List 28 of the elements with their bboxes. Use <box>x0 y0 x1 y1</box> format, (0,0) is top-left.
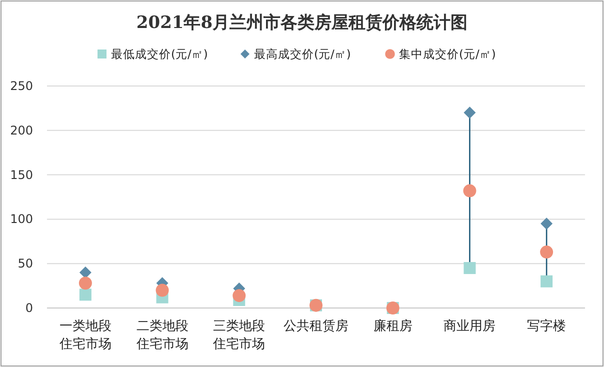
point <box>464 106 476 119</box>
y-tick-label: 50 <box>18 256 33 271</box>
x-tick-label: 廉租房 <box>373 318 412 334</box>
x-tick-label: 商业用房 <box>444 318 496 334</box>
point <box>232 289 246 302</box>
legend-label: 集中成交价(元/㎡) <box>399 47 496 61</box>
y-tick-label: 100 <box>10 212 33 226</box>
y-tick-label: 250 <box>10 79 33 93</box>
point <box>156 284 169 297</box>
x-tick-label: 写字楼 <box>527 318 566 334</box>
point <box>78 276 92 290</box>
legend-label: 最高成交价(元/㎡) <box>254 47 351 61</box>
y-tick-label: 200 <box>10 123 33 138</box>
x-tick-label: 三类地段住宅市场 <box>212 319 266 352</box>
x-tick-label: 公共租赁房 <box>284 318 348 334</box>
point <box>540 218 553 230</box>
point <box>464 262 476 274</box>
x-tick-label: 二类地段住宅市场 <box>135 319 188 352</box>
point <box>79 266 92 278</box>
point <box>79 288 92 301</box>
y-tick-label: 150 <box>10 168 33 182</box>
legend-label: 最低成交价(元/㎡) <box>111 47 208 61</box>
point <box>463 184 476 198</box>
chart-title: 2021年8月兰州市各类房屋租赁价格统计图 <box>136 13 468 33</box>
y-tick-label: 0 <box>25 301 33 315</box>
point <box>540 275 553 288</box>
x-tick-label: 一类地段住宅市场 <box>58 319 112 352</box>
point <box>540 246 554 259</box>
